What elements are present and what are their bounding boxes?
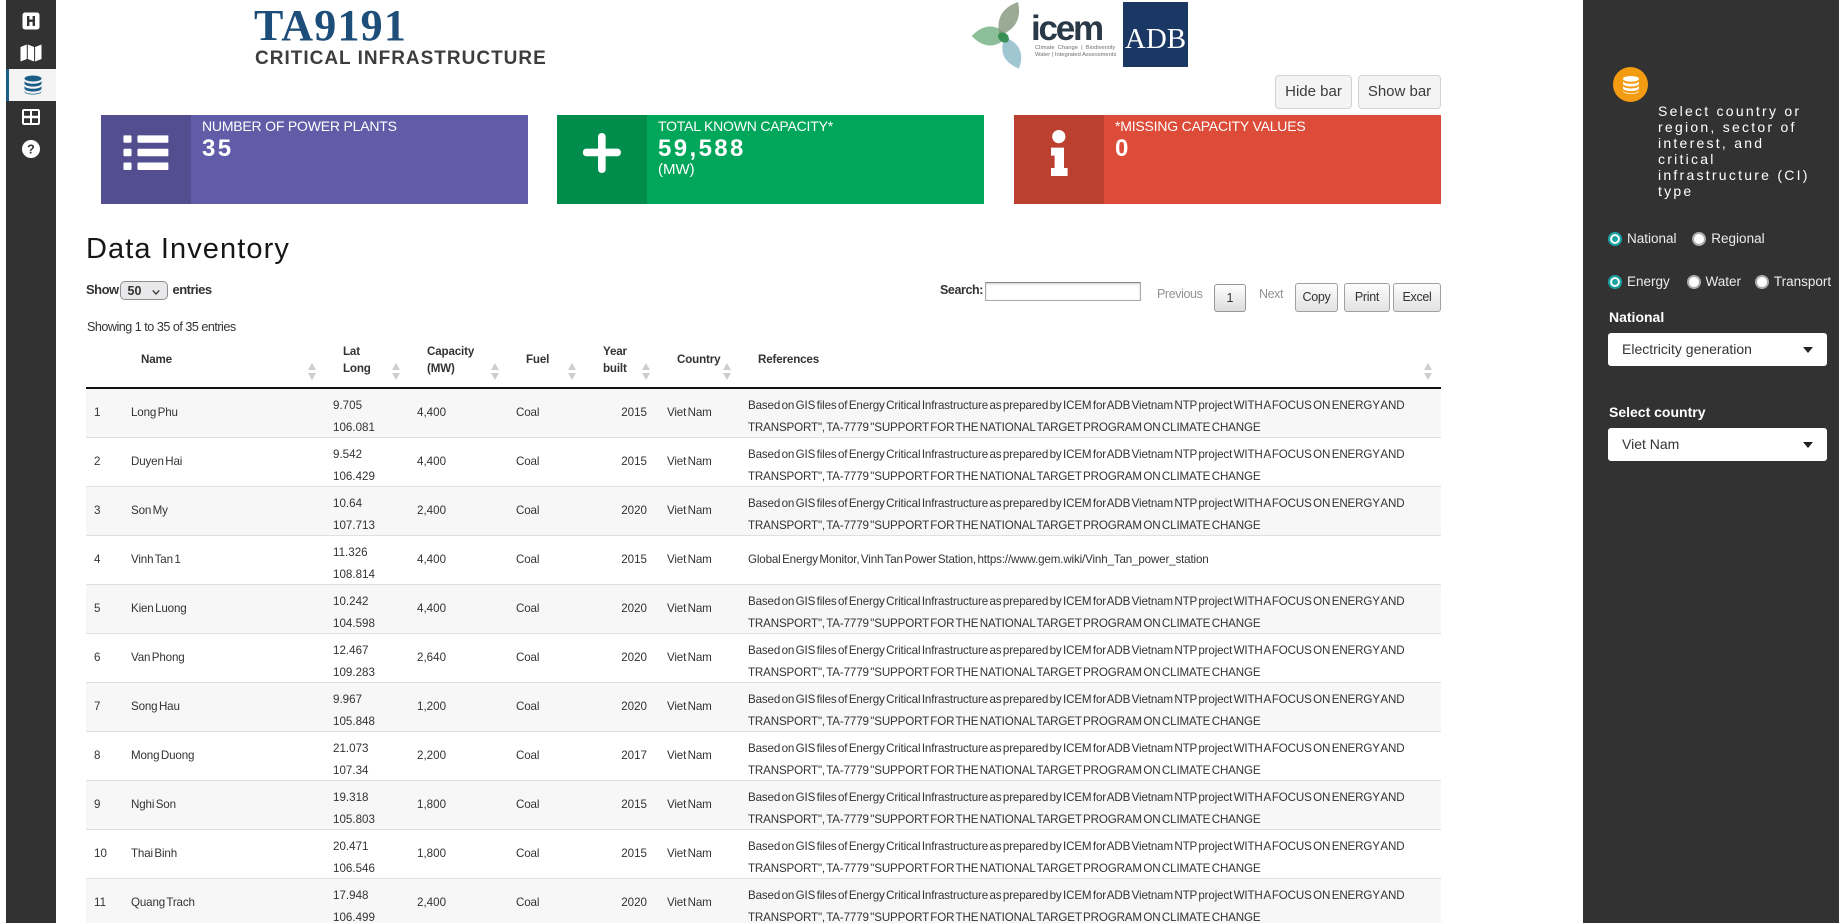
svg-text:?: ? bbox=[27, 143, 35, 157]
